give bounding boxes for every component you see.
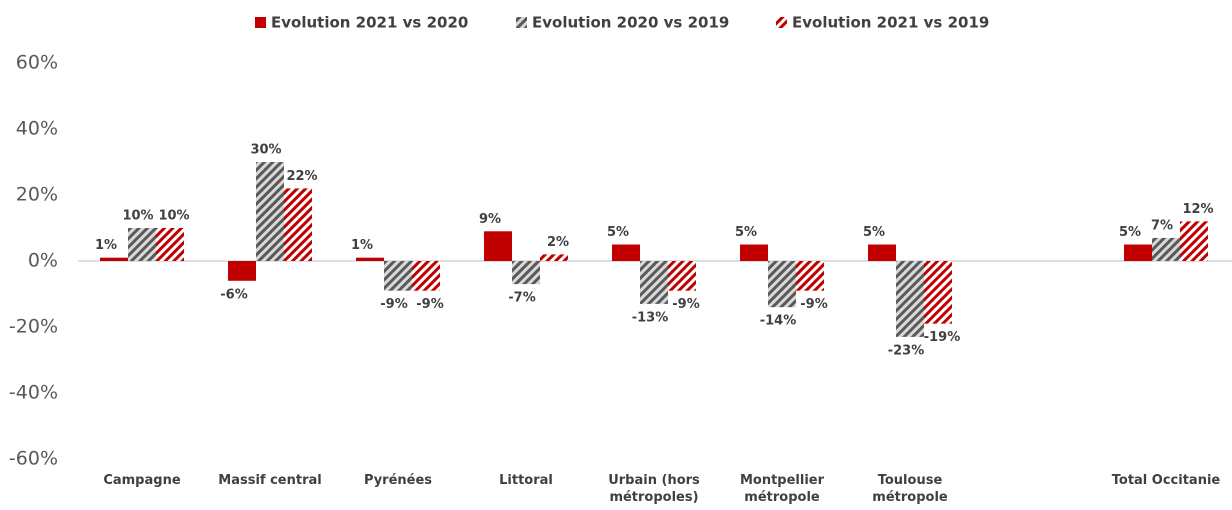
bar [612,244,640,261]
bar [740,244,768,261]
bar [1180,221,1208,261]
data-label: -19% [924,330,961,345]
data-label: -9% [416,297,443,312]
data-label: 10% [122,209,153,224]
bar [356,257,384,261]
data-label: 12% [1182,202,1213,217]
legend-label: Evolution 2021 vs 2019 [792,14,989,32]
bar [924,261,952,324]
y-tick-label: 60% [16,52,58,74]
bar [412,261,440,291]
bar [540,254,568,261]
bar [1152,237,1180,261]
x-tick-label: Urbain (hors métropoles) [608,473,700,505]
legend-swatch [255,17,266,28]
data-label: -13% [632,310,669,325]
data-label: -23% [888,343,925,358]
data-label: 7% [1151,218,1173,233]
x-tick-label: Massif central [218,473,322,488]
data-label: 22% [286,169,317,184]
bar [896,261,924,337]
legend-label: Evolution 2020 vs 2019 [532,14,729,32]
y-tick-label: 0% [28,250,58,272]
bar [868,244,896,261]
bar [668,261,696,291]
data-label: 1% [95,238,117,253]
x-tick-label: Montpellier métropole [739,473,825,505]
data-label: 30% [250,143,281,158]
x-tick-label: Toulouse métropole [872,473,948,505]
bar [512,261,540,285]
bar [384,261,412,291]
bar [1124,244,1152,261]
y-tick-label: 20% [16,184,58,206]
data-label: 5% [607,225,629,240]
legend-label: Evolution 2021 vs 2020 [271,14,468,32]
data-label: 2% [547,235,569,250]
y-tick-label: -40% [9,382,58,404]
data-label: 5% [863,225,885,240]
data-label: -7% [508,291,535,306]
data-label: -9% [380,297,407,312]
data-label: -9% [672,297,699,312]
x-tick-label: Littoral [499,473,553,488]
data-label: 5% [735,225,757,240]
data-label: -14% [760,314,797,329]
bar [284,188,312,261]
x-tick-label: Total Occitanie [1111,473,1221,488]
x-tick-label: Campagne [103,473,181,488]
y-tick-label: -60% [9,448,58,470]
x-tick-label: Pyrénées [363,473,433,488]
bar [228,261,256,281]
y-tick-label: 40% [16,118,58,140]
bar [484,231,512,261]
bar [768,261,796,308]
y-tick-label: -20% [9,316,58,338]
data-label: 9% [479,212,501,227]
data-label: 5% [1119,225,1141,240]
data-label: -6% [220,287,247,302]
data-label: -9% [800,297,827,312]
data-label: 1% [351,238,373,253]
legend-swatch [516,17,527,28]
bar [796,261,824,291]
legend-swatch [776,17,787,28]
data-label: 10% [158,209,189,224]
bar [640,261,668,304]
bar [128,228,156,261]
bar [156,228,184,261]
bar [100,257,128,261]
bar [256,162,284,261]
